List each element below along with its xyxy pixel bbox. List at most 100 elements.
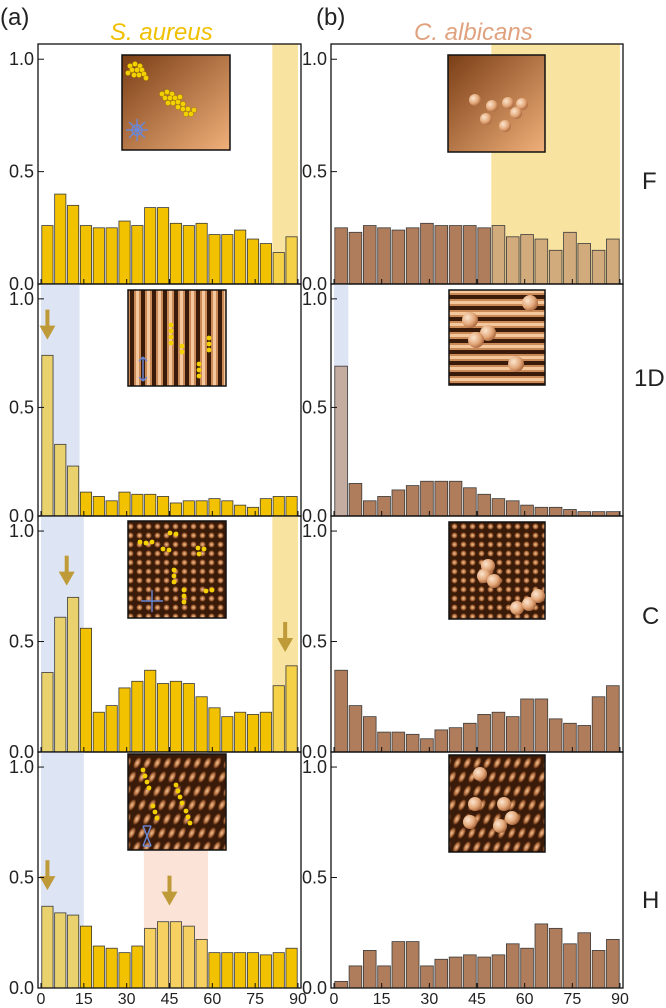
bar	[259, 954, 272, 989]
bar	[118, 687, 131, 753]
bar	[491, 225, 506, 285]
bar	[377, 965, 391, 989]
bar	[520, 234, 534, 285]
bar	[448, 727, 463, 753]
x-tick-label: 60	[516, 991, 534, 1008]
bar	[79, 225, 92, 285]
bar	[334, 227, 348, 285]
y-tick-label: 0.0	[9, 742, 34, 762]
x-tick-label: 30	[420, 991, 438, 1008]
bar	[259, 243, 272, 285]
bar	[54, 912, 67, 989]
bar	[577, 932, 592, 989]
bar	[182, 500, 195, 517]
bar	[434, 958, 448, 989]
bar	[420, 738, 434, 753]
bar	[208, 498, 221, 517]
bar	[157, 496, 170, 517]
bar	[334, 669, 348, 753]
bar	[221, 234, 234, 285]
bar	[221, 952, 234, 989]
y-tick-label: 0.5	[9, 632, 34, 652]
bar	[348, 231, 363, 285]
row-label-1d: 1D	[634, 365, 665, 392]
y-tick-label: 0.5	[9, 397, 34, 417]
bar	[118, 491, 131, 517]
bar	[182, 683, 195, 753]
bar	[434, 729, 448, 753]
bar	[577, 243, 592, 285]
x-tick-label: 90	[611, 991, 629, 1008]
bar	[477, 956, 491, 989]
bar	[118, 952, 131, 989]
bar	[285, 236, 298, 285]
inset-albicans-c	[448, 521, 546, 620]
x-tick-label: 90	[289, 991, 307, 1008]
chart-b-1D: 0.0 0.5 1.0	[302, 283, 624, 526]
panel-label-b: (b)	[316, 4, 345, 31]
bar	[362, 500, 377, 517]
bar	[548, 249, 563, 285]
bar	[182, 225, 195, 285]
chart-a-C: 0.0 0.5 1.0	[9, 515, 302, 762]
bar	[92, 945, 105, 989]
bar	[391, 489, 406, 517]
bar	[259, 711, 272, 753]
y-tick-label: 0.5	[9, 868, 34, 888]
bar	[272, 685, 285, 753]
bar	[577, 511, 592, 517]
x-tick-label: 75	[246, 991, 264, 1008]
bar	[208, 234, 221, 285]
bar	[420, 222, 434, 285]
bar	[548, 718, 563, 753]
arrow-icon	[58, 555, 75, 586]
row-label-h: H	[642, 887, 659, 914]
bar	[41, 225, 54, 285]
x-tick-label: 30	[118, 991, 136, 1008]
bar	[591, 249, 606, 285]
chart-a-H: 0.0 0.5 1.0 0 15 30 45 60 75 90	[9, 751, 307, 1008]
inset-aureus-h	[127, 753, 227, 851]
bar	[272, 496, 285, 517]
column-title-albicans: C. albicans	[414, 19, 533, 46]
bar	[520, 698, 534, 753]
bar	[477, 227, 491, 285]
y-tick-label: 0.0	[302, 978, 327, 998]
bar	[534, 698, 549, 753]
bar	[67, 596, 80, 753]
bar	[534, 506, 549, 517]
bar	[348, 483, 363, 517]
bar	[362, 716, 377, 753]
bar	[362, 225, 377, 285]
bar	[234, 952, 247, 989]
x-tick-label: 75	[563, 991, 581, 1008]
bar	[169, 502, 182, 517]
bar	[169, 680, 182, 753]
bar	[41, 354, 54, 517]
bar	[534, 238, 549, 285]
bar	[234, 229, 247, 285]
bar	[272, 252, 285, 285]
bar	[463, 225, 477, 285]
inset-albicans-flat	[447, 54, 546, 153]
bar	[606, 238, 620, 285]
bar	[477, 714, 491, 753]
row-label-c: C	[642, 603, 659, 630]
y-tick-label: 1.0	[9, 49, 34, 69]
bar	[105, 500, 118, 517]
bar	[182, 925, 195, 989]
y-tick-label: 1.0	[9, 757, 34, 777]
bar	[144, 669, 157, 753]
y-tick-label: 0.0	[9, 506, 34, 526]
bar	[79, 627, 92, 753]
bar	[54, 616, 67, 753]
bar	[348, 705, 363, 753]
bar	[195, 222, 208, 285]
arrow-icon	[161, 875, 178, 906]
bar	[67, 914, 80, 989]
x-tick-label: 15	[373, 991, 391, 1008]
bar	[434, 225, 448, 285]
y-tick-label: 0.0	[9, 274, 34, 294]
arrow-icon	[277, 621, 294, 652]
bar	[334, 365, 348, 517]
